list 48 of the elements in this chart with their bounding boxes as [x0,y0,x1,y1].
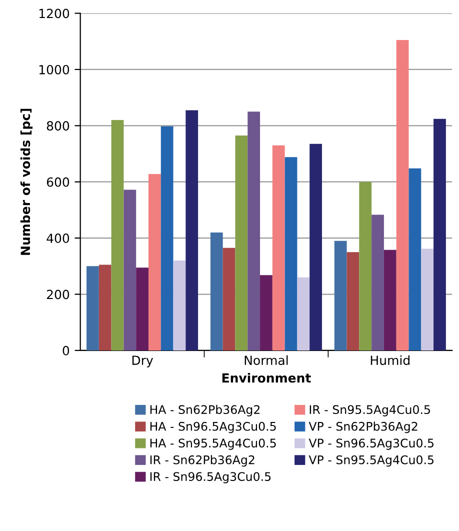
legend-label: VP - Sn96.5Ag3Cu0.5 [308,438,434,450]
bar [260,275,272,350]
legend-label: VP - Sn95.5Ag4Cu0.5 [308,455,434,467]
bar [284,157,298,350]
bar [248,112,260,350]
legend-label: IR - Sn62Pb36Ag2 [150,455,254,467]
bar [408,168,422,350]
x-tick-label: Normal [244,355,288,365]
bar [136,268,148,350]
y-tick-label: 200 [46,290,70,300]
bar [346,252,360,350]
legend-label: HA - Sn62Pb36Ag2 [150,404,260,416]
bar [160,126,174,350]
bar [434,118,446,350]
bar [124,190,136,350]
y-tick-label: 600 [46,177,70,187]
y-tick-label: 1000 [39,64,70,74]
x-tick-label: Humid [370,355,410,365]
bar [396,40,409,350]
bar [111,120,124,350]
x-axis-title: Environment [222,372,311,383]
bar [235,136,248,350]
bar [173,260,186,350]
y-tick-label: 400 [46,234,70,243]
bar [310,144,322,350]
bar [210,232,223,350]
bar [384,250,396,350]
bar [334,240,347,350]
bar [421,248,434,350]
bar [359,182,372,350]
y-tick-label: 800 [46,121,70,131]
legend-label: IR - Sn95.5Ag4Cu0.5 [310,405,430,416]
bar [297,277,310,350]
y-tick-label: 1200 [39,8,70,18]
bar [222,248,236,350]
x-tick-label: Dry [132,356,153,368]
legend-label: IR - Sn96.5Ag3Cu0.5 [150,472,271,484]
bar [186,110,198,350]
legend-label: VP - Sn62Pb36Ag2 [308,422,418,434]
bar [148,174,161,350]
bar [272,145,285,350]
y-tick-label: 0 [62,346,70,356]
y-axis-title: Number of voids [pc] [20,108,33,255]
bar [86,266,99,350]
legend-label: HA - Sn95.5Ag4Cu0.5 [150,438,276,450]
bar [372,214,384,350]
bar [98,264,112,350]
legend-label: HA - Sn96.5Ag3Cu0.5 [150,422,276,434]
